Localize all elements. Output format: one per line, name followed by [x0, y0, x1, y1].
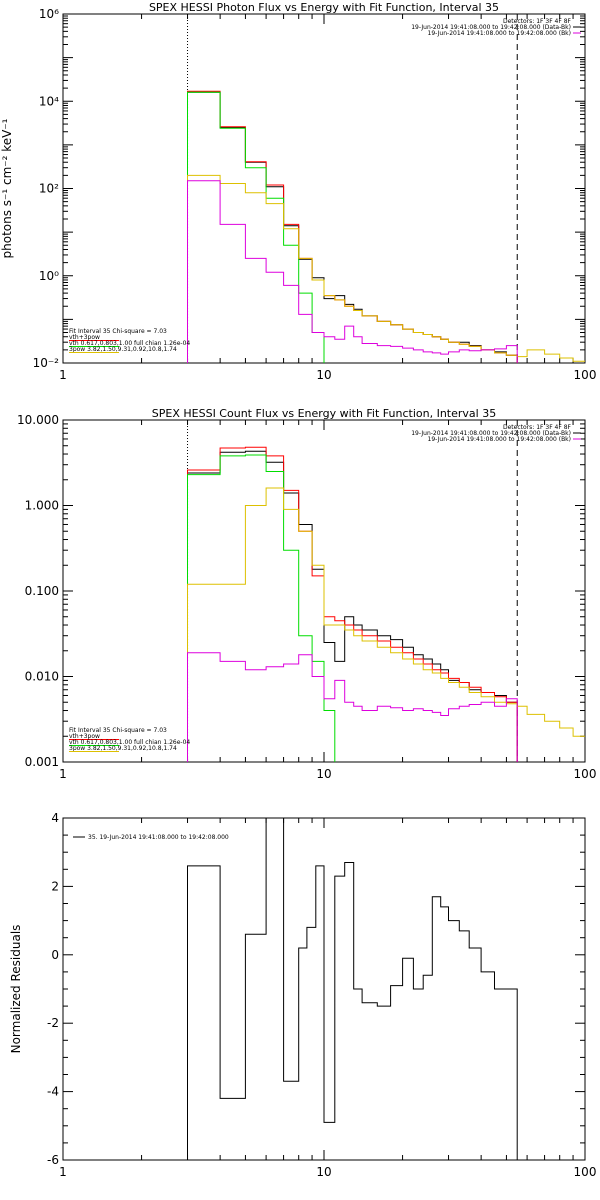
- series-line-3: [187, 174, 585, 363]
- legend-text: 19-Jun-2014 19:41:08.000 to 19:42:08.000…: [411, 24, 571, 31]
- chart-count: SPEX HESSI Count Flux vs Energy with Fit…: [17, 407, 597, 781]
- legend-text: 3pow 3.82,1.50,9.31,0.92,10.8,1.74: [69, 346, 177, 353]
- legend-text: vth+3pow: [69, 733, 100, 740]
- series-line-2: [187, 91, 325, 363]
- y-tick-label: 10⁻²: [33, 356, 60, 370]
- y-tick-label: 10⁴: [39, 94, 59, 108]
- series-line-0: [187, 818, 518, 1160]
- y-tick-label: 1.000: [25, 499, 59, 513]
- y-tick-label: 0.001: [25, 755, 59, 769]
- y-tick-label: -6: [47, 1153, 59, 1167]
- plot-frame: [62, 13, 586, 364]
- x-tick-label: 100: [574, 368, 597, 382]
- series-line-0: [187, 91, 518, 363]
- series-line-1: [187, 90, 518, 363]
- legend-text: Fit Interval 35 Chi-square = 7.03: [69, 328, 167, 335]
- y-axis-label: Normalized Residuals: [9, 925, 23, 1054]
- x-tick-label: 100: [574, 1165, 597, 1179]
- legend-text: Detectors: 1F 3F 4F 8F: [503, 424, 572, 431]
- y-tick-label: 4: [51, 811, 59, 825]
- x-tick-label: 10: [316, 368, 331, 382]
- y-tick-label: 10.000: [17, 413, 59, 427]
- chart-resid: Normalized Residuals 1 10 100 -6 -4 -2 0 2 4 35. 1…: [9, 811, 596, 1179]
- y-tick-label: -4: [47, 1085, 59, 1099]
- x-tick-label: 10: [316, 767, 331, 781]
- series-line-4: [187, 180, 518, 363]
- y-tick-label: 0.100: [25, 584, 59, 598]
- series-line-0: [187, 450, 518, 762]
- legend-text: Fit Interval 35 Chi-square = 7.03: [69, 727, 167, 734]
- legend-text: vth+3pow: [69, 334, 100, 341]
- x-tick-label: 10: [316, 1165, 331, 1179]
- y-tick-label: 0: [51, 948, 59, 962]
- legend-text: 19-Jun-2014 19:41:08.000 to 19:42:08.000…: [428, 436, 571, 443]
- legend-text: vth 0.617,0.803,1.00 full chian 1.26e-04: [69, 340, 190, 347]
- legend-text: 19-Jun-2014 19:41:08.000 to 19:42:08.000…: [411, 430, 571, 437]
- chart-title: SPEX HESSI Photon Flux vs Energy with Fi…: [149, 1, 499, 14]
- series-line-3: [187, 487, 585, 762]
- legend-text: 3pow 3.82,1.50,9.31,0.92,10.8,1.74: [69, 745, 177, 752]
- y-axis-label: photons s⁻¹ cm⁻² keV⁻¹: [0, 118, 14, 258]
- legend-text: 35. 19-Jun-2014 19:41:08.000 to 19:42:08…: [88, 834, 229, 841]
- series-line-4: [187, 652, 518, 762]
- chart-title: SPEX HESSI Count Flux vs Energy with Fit…: [152, 407, 496, 420]
- x-tick-label: 1: [59, 767, 67, 781]
- legend-text: vth 0.617,0.803,1.00 full chian 1.26e-04: [69, 739, 190, 746]
- y-tick-label: -2: [47, 1016, 59, 1030]
- x-tick-label: 1: [59, 368, 67, 382]
- y-tick-label: 10⁰: [39, 269, 59, 283]
- x-tick-label: 1: [59, 1165, 67, 1179]
- y-tick-label: 0.010: [25, 670, 59, 684]
- y-tick-label: 2: [51, 879, 59, 893]
- y-tick-label: 10⁶: [39, 7, 59, 21]
- series-line-2: [187, 454, 336, 762]
- legend-text: Detectors: 1F 3F 4F 8F: [503, 18, 572, 25]
- legend-text: 19-Jun-2014 19:41:08.000 to 19:42:08.000…: [428, 30, 571, 37]
- chart-photon: SPEX HESSI Photon Flux vs Energy with Fi…: [0, 1, 597, 382]
- x-tick-label: 100: [574, 767, 597, 781]
- y-tick-label: 10²: [39, 182, 59, 196]
